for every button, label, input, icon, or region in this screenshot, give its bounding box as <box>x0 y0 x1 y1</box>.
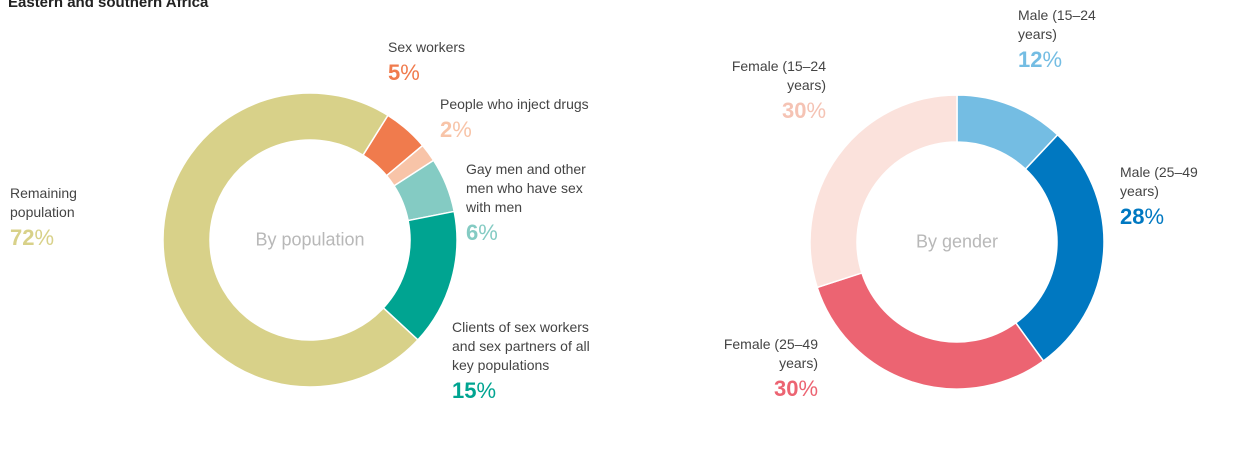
donut-segment <box>162 92 419 388</box>
category-label: Clients of sex workers and sex partners … <box>452 319 590 373</box>
segment-label: Female (15–24 years) 30% <box>716 57 826 125</box>
category-label: Female (15–24 years) <box>731 58 826 93</box>
category-label: Remaining population <box>10 185 77 220</box>
value-label: 6% <box>466 220 498 245</box>
segment-label: Sex workers 5% <box>388 38 508 87</box>
category-label: Sex workers <box>388 39 466 55</box>
category-label: Male (15–24 years) <box>1018 7 1096 42</box>
segment-label: Clients of sex workers and sex partners … <box>452 318 592 405</box>
donut-segment <box>809 94 958 289</box>
center-label: By gender <box>915 231 999 252</box>
segment-label: Male (25–49 years) 28% <box>1120 163 1230 231</box>
category-label: Gay men and other men who have sex with … <box>466 161 586 215</box>
value-label: 30% <box>781 98 826 123</box>
donut-segment <box>816 271 1045 390</box>
category-label: Male (25–49 years) <box>1120 164 1198 199</box>
value-label: 28% <box>1120 204 1165 229</box>
center-label: By population <box>255 229 365 250</box>
category-label: People who inject drugs <box>440 96 589 112</box>
title: Eastern and southern Africa <box>8 0 209 11</box>
segment-label: Gay men and other men who have sex with … <box>466 160 591 247</box>
category-label: Female (25–49 years) <box>723 336 818 371</box>
donut-segment <box>1014 133 1105 362</box>
segment-label: Female (25–49 years) 30% <box>708 335 818 403</box>
segment-label: People who inject drugs 2% <box>440 95 640 144</box>
value-label: 12% <box>1018 47 1063 72</box>
segment-label: Male (15–24 years) 12% <box>1018 6 1118 74</box>
segment-label: Remaining population 72% <box>10 184 105 252</box>
value-label: 72% <box>10 225 55 250</box>
value-label: 5% <box>388 60 420 85</box>
value-label: 2% <box>440 117 472 142</box>
value-label: 30% <box>773 376 818 401</box>
value-label: 15% <box>452 378 497 403</box>
